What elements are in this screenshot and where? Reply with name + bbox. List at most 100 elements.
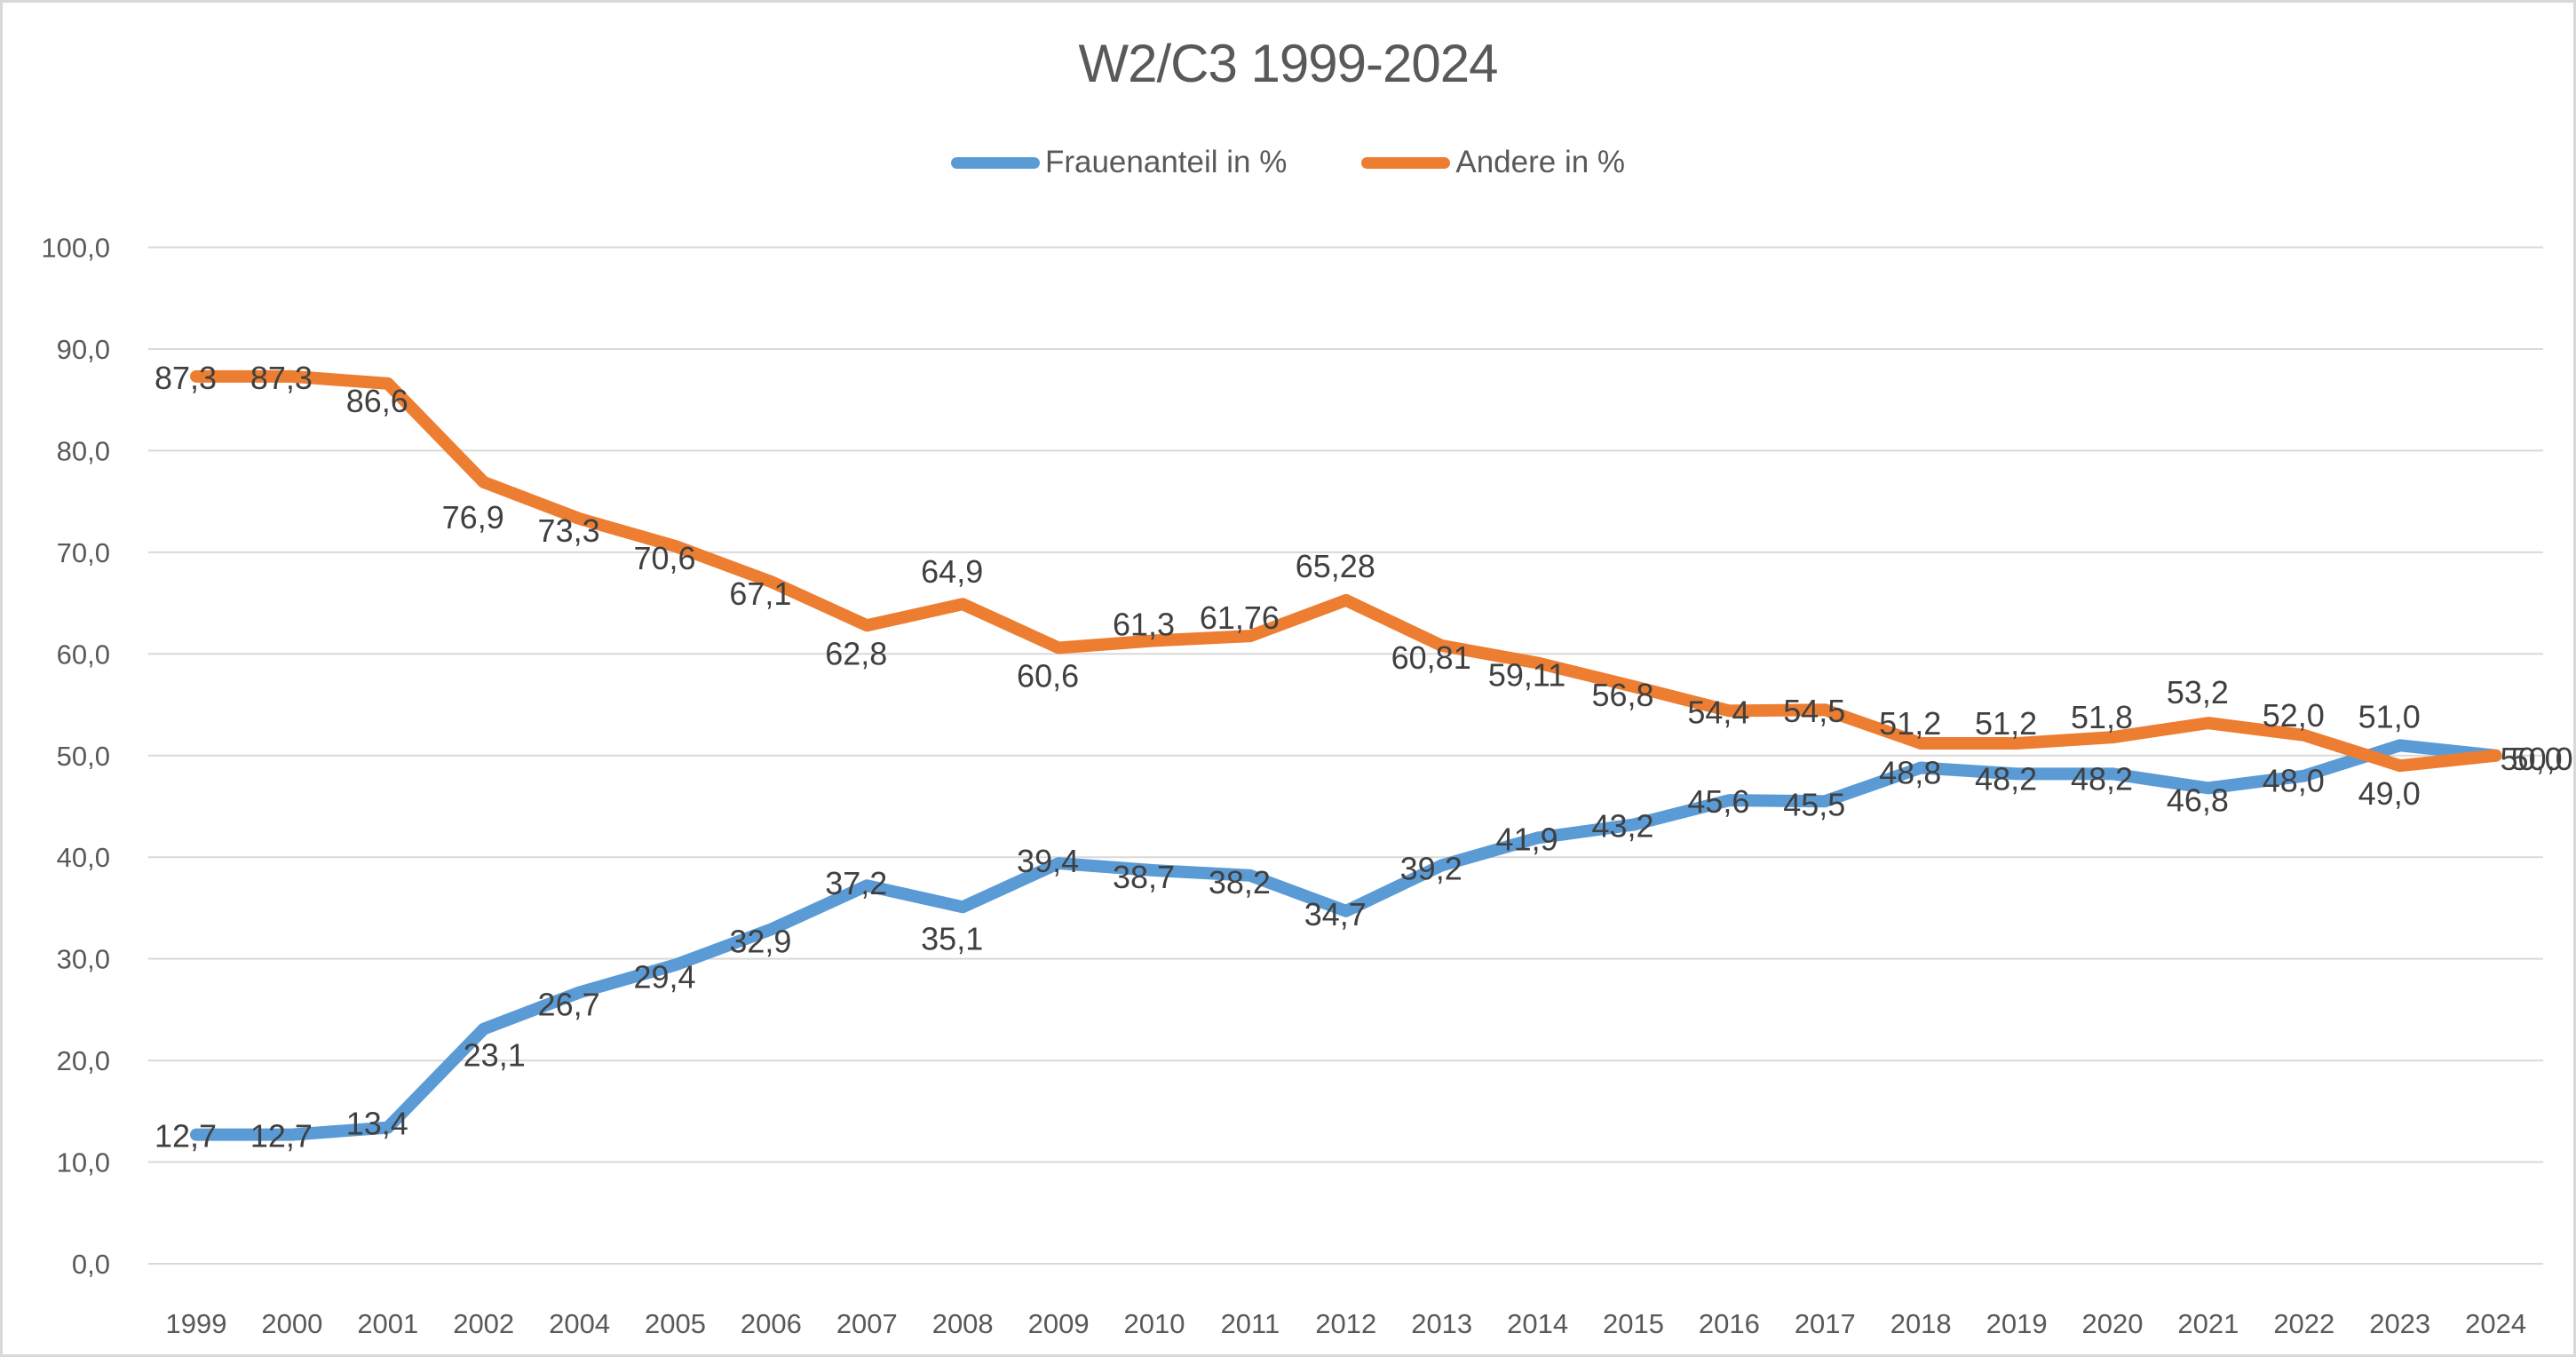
data-label: 61,3	[1113, 606, 1175, 642]
data-label: 59,11	[1488, 656, 1565, 693]
data-label: 26,7	[538, 986, 600, 1022]
data-label: 38,7	[1113, 859, 1175, 895]
data-label: 35,1	[921, 920, 983, 956]
data-label: 52,0	[2263, 697, 2325, 734]
data-label: 45,6	[1687, 783, 1749, 820]
data-label: 62,8	[825, 635, 887, 671]
data-label: 34,7	[1304, 896, 1367, 932]
legend-swatch-frauenanteil-icon	[950, 156, 1040, 169]
data-label: 87,3	[155, 360, 217, 396]
y-tick-label: 10,0	[57, 1147, 110, 1178]
x-tick-label: 1999	[166, 1308, 227, 1339]
x-tick-label: 2016	[1699, 1308, 1760, 1339]
data-label: 23,1	[464, 1037, 526, 1074]
chart-title: W2/C3 1999-2024	[1078, 34, 1499, 93]
x-tick-label: 2006	[741, 1308, 802, 1339]
x-tick-label: 2015	[1603, 1308, 1664, 1339]
x-tick-label: 2012	[1315, 1308, 1376, 1339]
data-label: 32,9	[729, 923, 791, 959]
y-tick-label: 30,0	[57, 944, 110, 975]
x-tick-label: 2002	[453, 1308, 514, 1339]
data-label: 73,3	[538, 512, 600, 549]
y-tick-label: 90,0	[57, 334, 110, 365]
data-label: 60,81	[1391, 639, 1471, 676]
data-label: 54,4	[1687, 694, 1749, 730]
x-tick-label: 2001	[357, 1308, 418, 1339]
chart-legend: Frauenanteil in % Andere in %	[3, 145, 2573, 180]
x-tick-label: 2024	[2465, 1308, 2526, 1339]
x-axis-labels: 1999 2000 2001 2002 2004 2005 2006 2007 2008 2009…	[166, 1308, 2527, 1339]
data-label: 48,0	[2263, 763, 2325, 799]
x-tick-label: 2022	[2273, 1308, 2334, 1339]
data-label: 12,7	[155, 1118, 217, 1155]
x-tick-label: 2019	[1986, 1308, 2048, 1339]
data-label: 61,76	[1200, 599, 1280, 636]
data-label: 67,1	[729, 575, 791, 612]
data-label: 48,2	[2071, 760, 2133, 797]
data-label: 64,9	[921, 553, 983, 590]
data-label: 50,0	[2511, 741, 2573, 777]
x-tick-label: 2023	[2369, 1308, 2430, 1339]
data-label: 38,2	[1209, 864, 1271, 901]
y-tick-label: 60,0	[57, 639, 110, 670]
data-label: 45,5	[1783, 786, 1845, 822]
x-tick-label: 2014	[1507, 1308, 1568, 1339]
legend-item-frauenanteil: Frauenanteil in %	[950, 145, 1288, 180]
x-tick-label: 2021	[2177, 1308, 2239, 1339]
data-labels-andere: 87,3 87,3 86,6 76,9 73,3 70,6 67,1 62,8 64,9 60,6…	[155, 360, 2573, 812]
data-label: 70,6	[633, 540, 695, 576]
y-tick-label: 50,0	[57, 741, 110, 772]
data-label: 13,4	[346, 1106, 408, 1142]
y-tick-label: 100,0	[41, 233, 110, 264]
plot-area: 100,0 90,0 80,0 70,0 60,0 50,0 40,0 30,0 20,0 10,…	[41, 233, 2573, 1340]
data-label: 87,3	[250, 360, 313, 396]
data-label: 48,2	[1975, 760, 2037, 797]
x-tick-label: 2005	[645, 1308, 706, 1339]
series-andere-line	[190, 369, 2502, 773]
y-tick-label: 80,0	[57, 435, 110, 466]
series-frauenanteil-line	[190, 739, 2502, 1141]
x-tick-label: 2011	[1221, 1308, 1280, 1339]
data-label: 50,0	[2501, 741, 2563, 777]
x-tick-label: 2013	[1411, 1308, 1472, 1339]
data-label: 48,8	[1879, 754, 1941, 790]
legend-item-andere: Andere in %	[1361, 145, 1625, 180]
x-tick-label: 2009	[1028, 1308, 1090, 1339]
data-label: 54,5	[1783, 693, 1845, 729]
legend-label-andere: Andere in %	[1455, 145, 1626, 179]
data-label: 49,0	[2358, 775, 2421, 812]
legend-swatch-andere-icon	[1361, 156, 1451, 169]
y-axis-labels: 100,0 90,0 80,0 70,0 60,0 50,0 40,0 30,0 20,0 10,…	[41, 233, 110, 1281]
data-label: 29,4	[633, 959, 695, 996]
series-andere-line-path	[190, 369, 2502, 773]
data-label: 51,2	[1879, 705, 1941, 742]
y-tick-label: 70,0	[57, 537, 110, 568]
y-tick-label: 20,0	[57, 1045, 110, 1076]
data-labels-frauenanteil: 12,7 12,7 13,4 23,1 26,7 29,4 32,9 37,2 35,1 39,4…	[155, 698, 2563, 1154]
x-tick-label: 2008	[932, 1308, 994, 1339]
data-label: 46,8	[2167, 782, 2229, 818]
y-tick-label: 40,0	[57, 842, 110, 873]
data-label: 60,6	[1017, 657, 1079, 694]
data-label: 41,9	[1496, 821, 1558, 857]
data-label: 76,9	[442, 499, 504, 536]
data-label: 39,2	[1400, 850, 1462, 886]
data-label: 39,4	[1017, 843, 1079, 879]
data-label: 37,2	[825, 865, 887, 901]
data-label: 51,0	[2358, 698, 2421, 734]
series-frauenanteil-line-path	[190, 739, 2502, 1141]
data-label: 51,2	[1975, 705, 2037, 742]
x-tick-label: 2000	[261, 1308, 322, 1339]
gridlines	[148, 246, 2543, 1265]
data-label: 53,2	[2167, 674, 2229, 710]
data-label: 86,6	[346, 383, 408, 419]
data-label: 51,8	[2071, 699, 2133, 735]
legend-label-frauenanteil: Frauenanteil in %	[1044, 145, 1288, 179]
x-tick-label: 2017	[1795, 1308, 1856, 1339]
x-tick-label: 2007	[836, 1308, 898, 1339]
x-tick-label: 2004	[549, 1308, 610, 1339]
data-label: 65,28	[1296, 548, 1375, 584]
x-tick-label: 2010	[1124, 1308, 1185, 1339]
x-tick-label: 2018	[1890, 1308, 1952, 1339]
